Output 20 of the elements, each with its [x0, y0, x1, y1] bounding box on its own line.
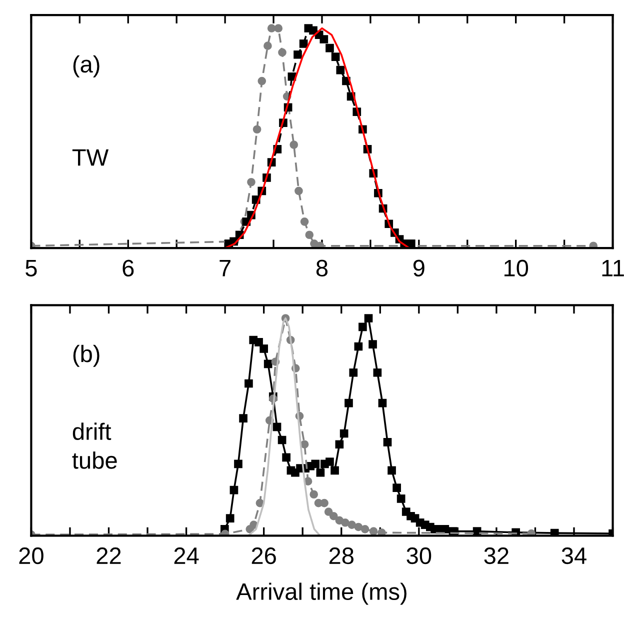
x-tick-label: 34 [562, 547, 586, 564]
x-tick-label: 8 [316, 260, 328, 277]
annotation: (a) [73, 55, 100, 78]
x-tick-label: 22 [96, 547, 121, 564]
x-tick-label: 6 [122, 260, 134, 277]
annotation: TW [72, 149, 109, 166]
x-tick-label: 5 [26, 260, 37, 277]
annotation: drift tube [72, 422, 117, 469]
x-tick-label: 9 [413, 260, 424, 277]
x-axis-title: Arrival time (ms) [236, 582, 406, 605]
x-tick-label: 26 [252, 547, 276, 564]
x-tick-label: 11 [602, 260, 624, 276]
x-tick-label: 24 [174, 547, 199, 564]
x-tick-label: 32 [484, 547, 508, 564]
annotation: (b) [73, 344, 100, 367]
x-tick-label: 30 [406, 547, 432, 564]
x-tick-label: 20 [19, 547, 44, 564]
x-tick-label: 28 [329, 547, 354, 564]
x-tick-label: 7 [220, 260, 230, 276]
x-tick-label: 10 [504, 260, 528, 277]
